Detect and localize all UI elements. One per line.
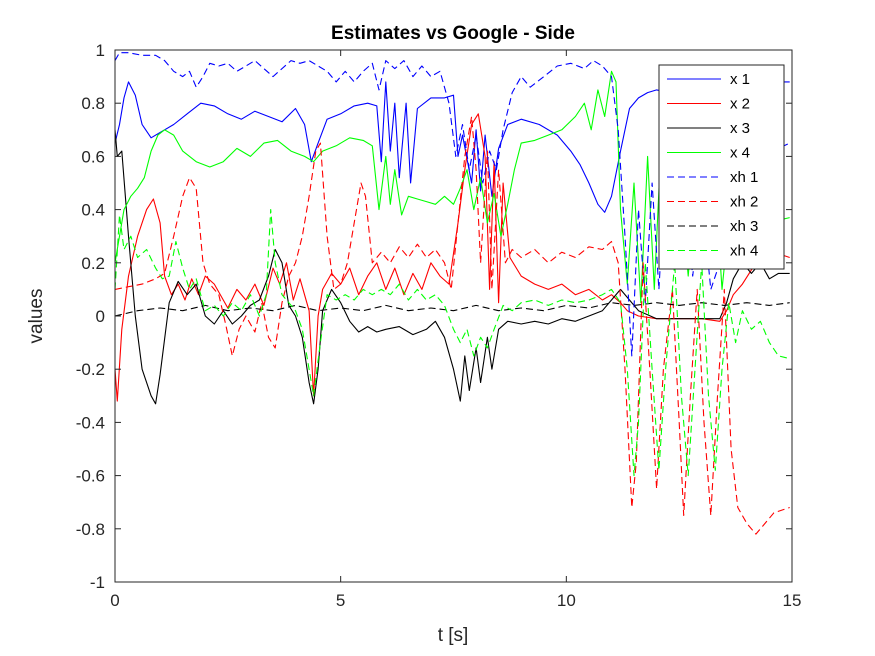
y-tick-label: 1 xyxy=(96,41,105,60)
series-line-xh-2 xyxy=(115,115,790,535)
legend-label: xh 3 xyxy=(730,218,758,235)
legend-label: x 2 xyxy=(730,96,750,113)
chart-title: Estimates vs Google - Side xyxy=(331,23,575,44)
x-tick-label: 5 xyxy=(336,591,345,610)
legend-label: xh 2 xyxy=(730,194,758,211)
series-line-xh-3 xyxy=(115,302,790,317)
y-tick-label: -1 xyxy=(90,573,105,592)
series-line-x-1 xyxy=(115,81,790,213)
legend-label: xh 4 xyxy=(730,243,758,260)
y-tick-label: -0.8 xyxy=(76,520,105,539)
legend-label: x 4 xyxy=(730,145,750,162)
y-tick-label: -0.4 xyxy=(76,413,105,432)
legend-box xyxy=(658,64,785,270)
y-tick-label: -0.2 xyxy=(76,360,105,379)
legend-label: x 1 xyxy=(730,71,750,88)
x-tick-label: 0 xyxy=(110,591,119,610)
x-axis-label: t [s] xyxy=(438,625,469,646)
x-tick-label: 15 xyxy=(783,591,802,610)
series-layer xyxy=(115,52,790,535)
x-tick-label: 10 xyxy=(557,591,576,610)
legend-label: x 3 xyxy=(730,120,750,137)
y-tick-label: 0.2 xyxy=(81,254,105,273)
series-line-x-2 xyxy=(115,113,790,402)
legend: x 1 x 2 x 3 x 4 xh 1 xh 2 xh 3 xh 4 xyxy=(658,64,785,270)
axes: 0 5 10 15 -1 -0.8 -0.6 -0.4 -0.2 0 0.2 0.4 0.6 0.8 1 xyxy=(76,41,802,610)
y-tick-label: 0.6 xyxy=(81,147,105,166)
y-tick-label: 0.4 xyxy=(81,201,105,220)
series-line-x-3 xyxy=(115,129,790,405)
y-axis-label: values xyxy=(26,289,47,344)
y-tick-label: 0 xyxy=(96,307,105,326)
y-tick-label: 0.8 xyxy=(81,94,105,113)
legend-label: xh 1 xyxy=(730,169,758,186)
y-tick-label: -0.6 xyxy=(76,467,105,486)
